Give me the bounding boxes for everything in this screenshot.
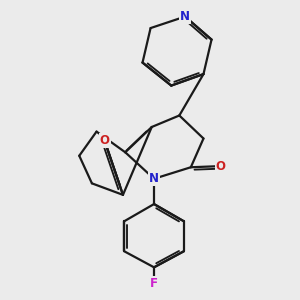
Text: F: F <box>150 277 158 290</box>
Text: O: O <box>100 134 110 147</box>
Text: N: N <box>180 10 190 23</box>
Text: N: N <box>149 172 159 185</box>
Text: O: O <box>216 160 226 172</box>
